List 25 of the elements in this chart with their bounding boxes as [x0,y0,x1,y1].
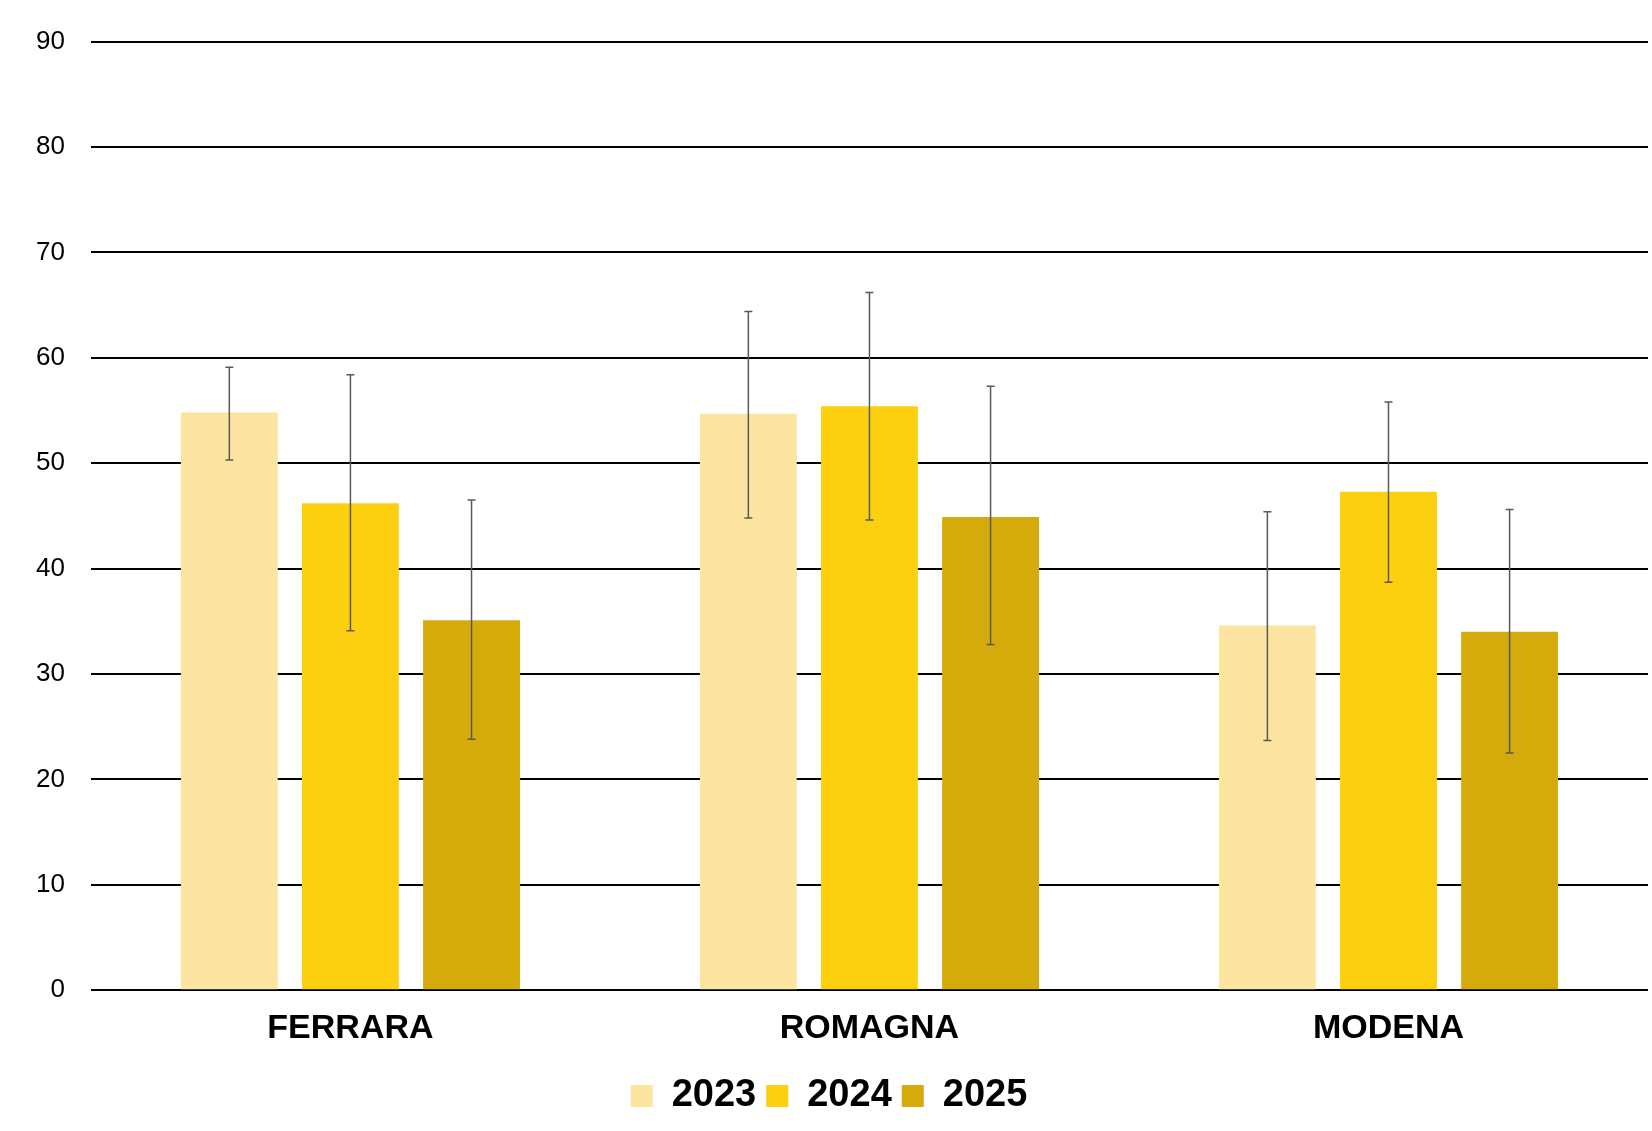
x-tick-label: FERRARA [267,1006,434,1045]
legend-label: 2023 [671,1072,757,1115]
x-tick-label: MODENA [1312,1006,1465,1045]
y-tick-label: 70 [36,235,65,266]
bar [301,503,399,990]
y-tick-label: 10 [36,867,65,898]
y-tick-label: 0 [50,973,65,1004]
y-tick-label: 30 [36,657,65,688]
y-tick-label: 80 [36,130,65,161]
bar [942,516,1040,990]
bar [180,412,278,990]
legend-label: 2025 [942,1072,1028,1115]
y-tick-label: 50 [36,446,65,477]
y-tick-label: 90 [36,24,65,55]
bar [1340,491,1437,990]
bar [423,620,520,990]
y-tick-label: 40 [36,551,65,582]
legend-label: 2024 [807,1072,892,1115]
bar [1461,631,1559,990]
bar [821,406,918,990]
bar [699,413,797,990]
y-tick-label: 20 [36,762,65,793]
y-tick-label: 60 [36,340,65,371]
bar [1218,625,1316,990]
x-tick-label: ROMAGNA [779,1006,960,1045]
